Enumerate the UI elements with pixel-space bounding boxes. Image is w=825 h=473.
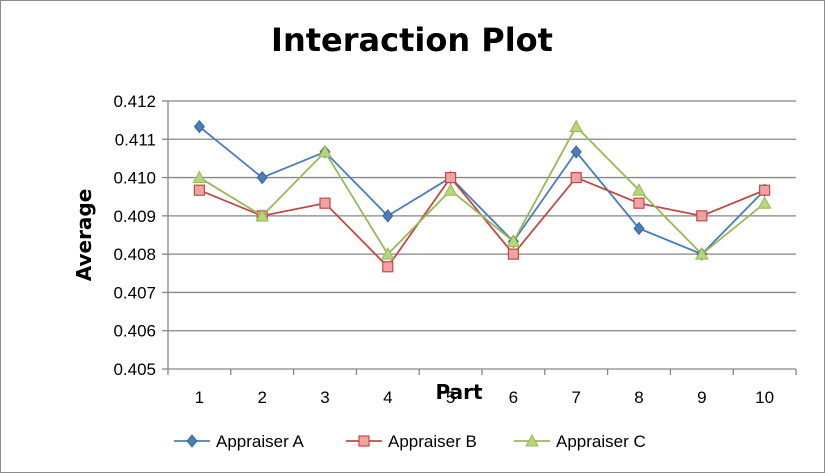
legend-marker-triangle [525, 433, 539, 447]
y-tick-label: 0.408 [113, 245, 156, 264]
legend-marker-diamond [186, 434, 198, 448]
data-point-square [570, 171, 582, 184]
x-tick-label: 9 [697, 388, 706, 407]
x-tick-label: 2 [257, 388, 266, 407]
x-tick-label: 1 [195, 388, 204, 407]
data-point-square [445, 171, 457, 184]
data-point-triangle [569, 119, 584, 133]
x-tick-label: 4 [383, 388, 392, 407]
y-tick-label: 0.411 [115, 130, 156, 149]
series-lines [192, 119, 772, 273]
data-point-triangle [632, 183, 646, 196]
x-tick-label: 5 [446, 388, 455, 407]
legend-entry: Appraiser A [174, 432, 305, 451]
series-2 [193, 171, 771, 273]
y-tick-label: 0.405 [113, 360, 156, 379]
data-point-triangle [255, 208, 270, 222]
data-point-triangle [443, 183, 458, 196]
data-point-triangle [694, 247, 709, 260]
legend-label: Appraiser C [556, 432, 646, 451]
legend-marker-square [358, 435, 370, 447]
gridlines [168, 100, 796, 332]
series-line [198, 125, 766, 256]
data-point-square [193, 184, 205, 196]
y-axis-title: Average [72, 189, 96, 282]
legend-entry: Appraiser C [514, 432, 646, 451]
y-tick-labels: 0.405 0.406 0.407 0.408 0.409 0.410 0.411 0.412 [113, 92, 156, 379]
x-tick-label: 7 [571, 388, 580, 407]
x-tick-labels: 1 2 3 4 5 6 7 8 9 10 [195, 388, 774, 407]
y-tick-label: 0.410 [113, 169, 156, 188]
data-point-diamond [193, 120, 205, 134]
data-point-square [633, 197, 645, 209]
data-point-square [696, 210, 708, 222]
legend-entry: Appraiser B [346, 432, 477, 451]
series-line [198, 125, 766, 256]
data-point-diamond [633, 221, 645, 236]
data-point-diamond [256, 170, 268, 185]
data-point-triangle [192, 170, 207, 184]
y-tick-label: 0.409 [113, 207, 156, 226]
data-point-diamond [570, 145, 582, 159]
axes [162, 100, 797, 375]
data-point-square [758, 184, 771, 196]
x-tick-label: 10 [755, 388, 774, 407]
series-line [199, 176, 765, 269]
data-point-triangle [506, 234, 521, 248]
y-tick-label: 0.412 [113, 92, 156, 111]
data-point-triangle [318, 144, 332, 158]
data-point-square [319, 197, 331, 209]
legend: Appraiser A Appraiser B Appraiser C [174, 432, 646, 451]
y-tick-label: 0.407 [113, 283, 156, 302]
chart-title: Interaction Plot [271, 21, 553, 59]
data-point-square [507, 248, 519, 260]
x-tick-label: 6 [509, 388, 518, 407]
data-point-diamond [382, 209, 394, 223]
legend-label: Appraiser A [216, 432, 305, 451]
x-tick-label: 8 [634, 388, 643, 407]
series-1 [193, 120, 771, 261]
data-point-square [382, 261, 394, 273]
series-3 [192, 119, 772, 260]
x-axis-title: Part [435, 380, 482, 404]
data-point-triangle [757, 196, 772, 209]
y-tick-label: 0.406 [113, 322, 156, 341]
x-tick-label: 3 [320, 388, 329, 407]
legend-label: Appraiser B [388, 432, 477, 451]
data-point-triangle [380, 247, 395, 260]
